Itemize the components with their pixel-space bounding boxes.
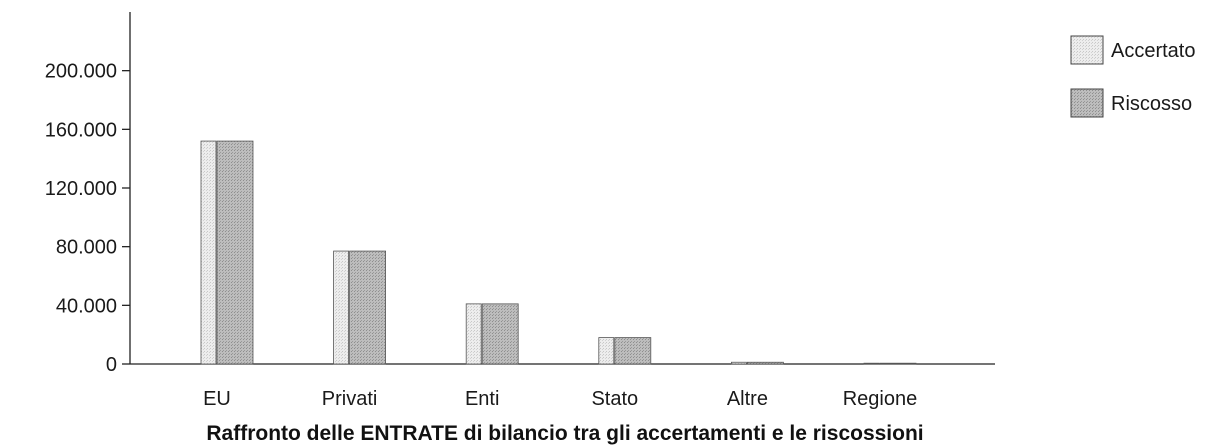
legend-swatch-riscosso (1070, 88, 1104, 118)
bar-accertato-regione (863, 362, 880, 365)
bars (200, 140, 917, 365)
x-category-label: Regione (843, 388, 918, 410)
legend-item-accertato: Accertato (1070, 35, 1195, 65)
x-category-label: Altre (727, 388, 768, 410)
bar-accertato-enti (465, 303, 482, 365)
chart-caption: Raffronto delle ENTRATE di bilancio tra … (206, 422, 923, 445)
y-tick-label: 200.000 (45, 61, 117, 83)
y-ticks: 0 40.000 80.000 120.000 160.000 200.000 (45, 61, 130, 376)
bar-riscosso-stato (614, 337, 652, 365)
bar-riscosso-altre (747, 361, 784, 365)
legend-label-accertato: Accertato (1111, 40, 1195, 62)
bar-riscosso-regione (879, 362, 917, 365)
y-tick-label: 0 (106, 354, 117, 376)
x-category-label: Privati (322, 388, 378, 410)
bar-accertato-eu (200, 140, 217, 365)
y-tick-label: 40.000 (56, 295, 117, 317)
legend-item-riscosso: Riscosso (1070, 88, 1192, 118)
bar-accertato-privati (333, 250, 350, 365)
x-category-label: EU (203, 388, 231, 410)
x-category-label: Stato (591, 388, 638, 410)
y-tick-label: 80.000 (56, 237, 117, 259)
bar-riscosso-eu (216, 140, 254, 365)
bar-riscosso-enti (481, 303, 519, 365)
legend: Accertato Riscosso (1070, 35, 1195, 118)
bar-riscosso-privati (349, 250, 387, 365)
bar-accertato-altre (731, 361, 747, 365)
x-category-label: Enti (465, 388, 499, 410)
legend-swatch-accertato (1070, 35, 1104, 65)
category-labels: EU Privati Enti Stato Altre Regione (203, 388, 917, 410)
legend-label-riscosso: Riscosso (1111, 93, 1192, 115)
y-tick-label: 160.000 (45, 119, 117, 141)
bar-accertato-stato (598, 337, 615, 365)
y-tick-label: 120.000 (45, 178, 117, 200)
